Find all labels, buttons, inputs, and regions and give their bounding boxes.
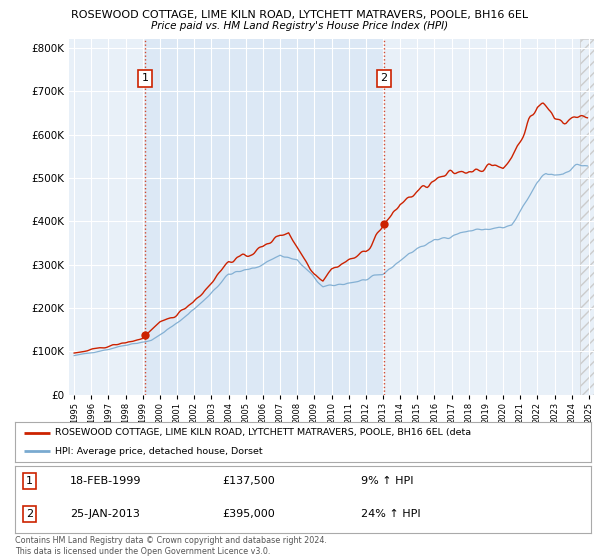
Text: ROSEWOOD COTTAGE, LIME KILN ROAD, LYTCHETT MATRAVERS, POOLE, BH16 6EL (deta: ROSEWOOD COTTAGE, LIME KILN ROAD, LYTCHE… (55, 428, 472, 437)
Text: 2: 2 (380, 73, 388, 83)
Text: Contains HM Land Registry data © Crown copyright and database right 2024.
This d: Contains HM Land Registry data © Crown c… (15, 536, 327, 556)
Text: 2: 2 (26, 509, 33, 519)
Text: HPI: Average price, detached house, Dorset: HPI: Average price, detached house, Dors… (55, 447, 263, 456)
Text: £395,000: £395,000 (223, 509, 275, 519)
Text: £137,500: £137,500 (223, 477, 275, 487)
Text: 1: 1 (142, 73, 148, 83)
Bar (145, 39, 384, 395)
Bar (580, 39, 594, 395)
Text: ROSEWOOD COTTAGE, LIME KILN ROAD, LYTCHETT MATRAVERS, POOLE, BH16 6EL: ROSEWOOD COTTAGE, LIME KILN ROAD, LYTCHE… (71, 10, 529, 20)
Bar (580, 39, 594, 395)
Text: 1: 1 (26, 477, 33, 487)
Text: 24% ↑ HPI: 24% ↑ HPI (361, 509, 420, 519)
Text: 18-FEB-1999: 18-FEB-1999 (70, 477, 141, 487)
Text: Price paid vs. HM Land Registry's House Price Index (HPI): Price paid vs. HM Land Registry's House … (151, 21, 449, 31)
Text: 25-JAN-2013: 25-JAN-2013 (70, 509, 140, 519)
Text: 9% ↑ HPI: 9% ↑ HPI (361, 477, 413, 487)
